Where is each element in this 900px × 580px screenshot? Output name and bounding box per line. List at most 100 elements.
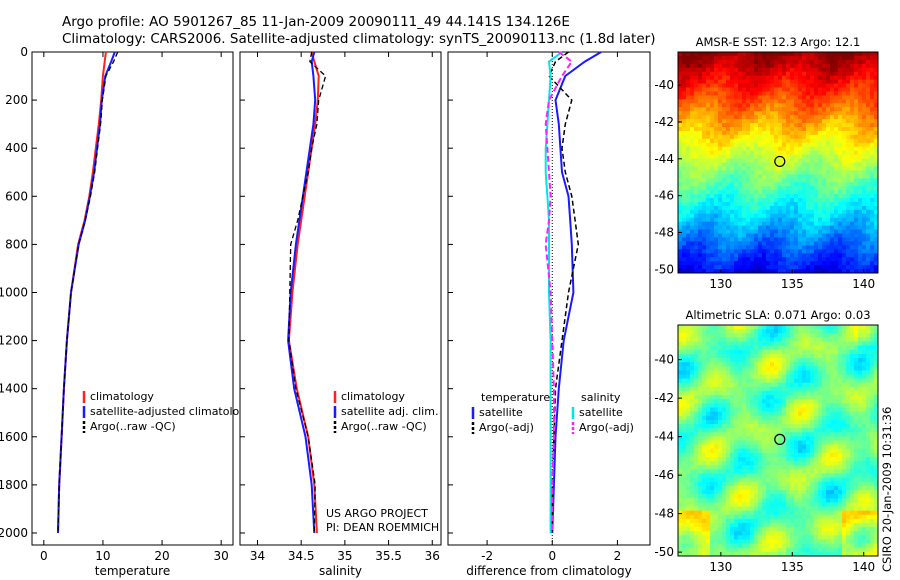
plot-frame (239, 51, 442, 546)
field-cell (806, 249, 811, 254)
field-cell (702, 249, 707, 254)
field-cell (850, 374, 855, 380)
field-cell (770, 265, 775, 270)
field-cell (770, 448, 775, 454)
field-cell (714, 209, 719, 215)
field-cell (810, 107, 815, 112)
field-cell (870, 91, 875, 96)
field-cell (738, 386, 743, 392)
field-cell (810, 241, 815, 246)
field-cell (786, 225, 791, 230)
field-cell (854, 407, 859, 413)
field-cell (758, 201, 763, 207)
field-cell (858, 111, 863, 116)
field-cell (850, 194, 855, 199)
field-cell (726, 174, 731, 179)
field-cell (826, 115, 831, 120)
field-cell (790, 428, 795, 433)
field-cell (682, 142, 687, 148)
field-cell (706, 115, 711, 120)
field-cell (738, 382, 743, 388)
field-cell (782, 111, 787, 116)
field-cell (778, 126, 783, 132)
field-cell (698, 83, 703, 88)
field-cell (694, 229, 699, 234)
field-cell (794, 170, 799, 175)
field-cell (766, 261, 771, 266)
field-cell (778, 473, 783, 479)
field-cell (874, 477, 879, 483)
field-cell (690, 170, 695, 175)
field-cell (846, 209, 851, 215)
field-cell (850, 111, 855, 116)
field-cell (794, 146, 799, 152)
field-cell (766, 403, 771, 408)
field-cell (778, 353, 783, 359)
field-cell (758, 130, 763, 136)
field-cell (842, 79, 847, 84)
field-cell (846, 194, 851, 199)
field-cell (774, 150, 779, 156)
field-cell (830, 190, 835, 195)
field-cell (794, 428, 799, 433)
field-cell (702, 194, 707, 199)
legend-entry: satellite (579, 406, 623, 419)
field-cell (846, 241, 851, 246)
field-cell (702, 411, 707, 417)
field-cell (790, 237, 795, 242)
field-cell (814, 337, 819, 342)
field-cell (854, 209, 859, 215)
field-cell (870, 63, 875, 69)
field-cell (866, 75, 871, 81)
field-cell (850, 261, 855, 266)
field-cell (734, 399, 739, 404)
field-cell (678, 399, 683, 404)
field-cell (834, 190, 839, 195)
field-cell (866, 138, 871, 144)
field-cell (694, 241, 699, 246)
field-cell (678, 391, 683, 396)
field-cell (778, 75, 783, 81)
field-cell (710, 182, 715, 187)
field-cell (834, 386, 839, 392)
field-cell (774, 485, 779, 491)
field-cell (838, 490, 843, 495)
field-cell (870, 436, 875, 441)
field-cell (826, 452, 831, 458)
field-cell (870, 341, 875, 347)
field-cell (710, 485, 715, 491)
field-cell (678, 59, 683, 65)
field-cell (738, 229, 743, 234)
field-cell (758, 481, 763, 487)
field-cell (722, 362, 727, 367)
field-cell (758, 249, 763, 254)
field-cell (694, 146, 699, 152)
field-cell (738, 134, 743, 140)
field-cell (766, 257, 771, 262)
field-cell (778, 265, 783, 270)
field-cell (786, 477, 791, 483)
field-cell (842, 107, 847, 112)
field-cell (850, 245, 855, 250)
field-cell (866, 461, 871, 466)
field-cell (694, 490, 699, 495)
field-cell (786, 473, 791, 479)
field-cell (850, 213, 855, 219)
field-cell (846, 213, 851, 219)
field-cell (702, 403, 707, 408)
field-cell (810, 374, 815, 380)
field-cell (754, 265, 759, 270)
field-cell (738, 249, 743, 254)
field-cell (806, 448, 811, 454)
field-cell (822, 158, 827, 163)
field-cell (874, 233, 879, 238)
field-cell (682, 233, 687, 238)
field-cell (866, 415, 871, 421)
field-cell (866, 349, 871, 355)
field-cell (842, 205, 847, 211)
field-cell (786, 415, 791, 421)
field-cell (718, 75, 723, 81)
field-cell (794, 205, 799, 211)
field-cell (846, 428, 851, 433)
field-cell (718, 52, 723, 57)
